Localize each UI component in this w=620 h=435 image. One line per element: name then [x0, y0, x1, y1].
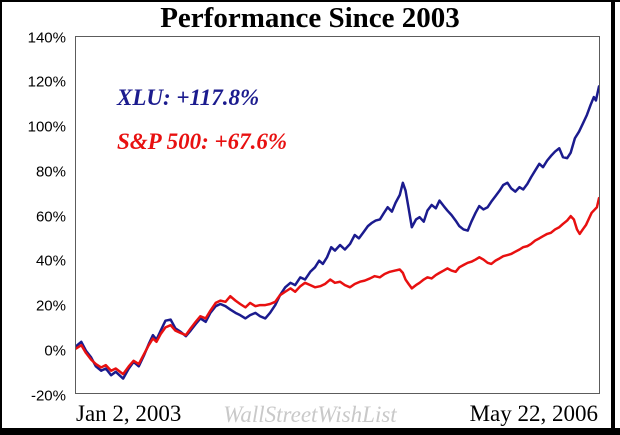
- plot-area: [75, 36, 600, 394]
- legend-sp500-label: S&P 500: +67.6%: [117, 129, 288, 154]
- image-border-right: [611, 0, 615, 435]
- image-border-top: [0, 0, 620, 2]
- image-border-bottom: [0, 428, 620, 435]
- chart-title: Performance Since 2003: [160, 2, 460, 34]
- y-tick-label: 0%: [44, 342, 66, 360]
- line-chart: [76, 85, 599, 380]
- image-border-left: [0, 0, 2, 435]
- series-line-s-p-500: [76, 196, 599, 376]
- legend-xlu-label: XLU: +117.8%: [117, 85, 260, 110]
- y-tick-label: 140%: [27, 29, 66, 46]
- watermark-text: WallStreetWishList: [223, 402, 397, 427]
- series-line-xlu: [76, 85, 599, 380]
- y-tick-label: -20%: [30, 387, 66, 404]
- y-tick-label: 60%: [35, 208, 66, 225]
- y-tick-label: 100%: [27, 118, 66, 136]
- y-tick-label: 40%: [35, 252, 66, 270]
- y-tick-label: 20%: [35, 297, 66, 315]
- y-tick-label: 80%: [35, 163, 66, 181]
- x-axis-end-date: May 22, 2006: [469, 401, 598, 426]
- y-tick-label: 120%: [27, 73, 66, 91]
- x-axis-start-date: Jan 2, 2003: [76, 401, 182, 426]
